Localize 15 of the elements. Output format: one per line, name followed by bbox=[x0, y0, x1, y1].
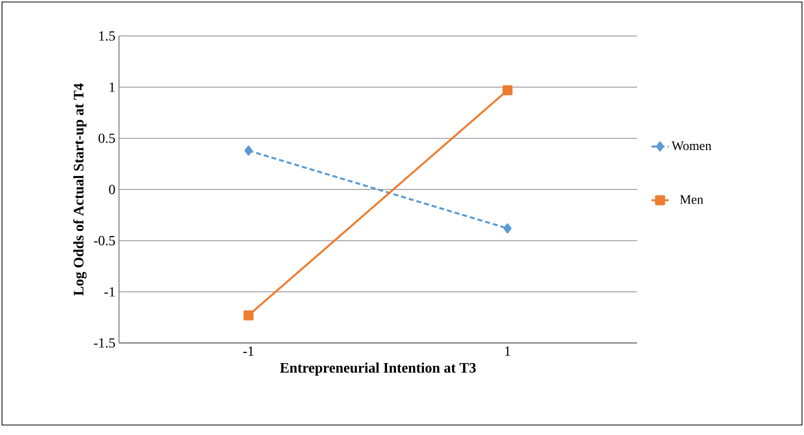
y-tick-label: -1.5 bbox=[94, 338, 115, 348]
y-tick-label: 0.5 bbox=[98, 134, 115, 144]
y-tick-label: 1.5 bbox=[99, 31, 115, 41]
y-tick-label: 1 bbox=[110, 82, 115, 92]
point bbox=[502, 85, 512, 96]
legend-label: Women bbox=[672, 141, 712, 150]
legend-label: Men bbox=[680, 195, 704, 204]
y-tick-label: 0 bbox=[109, 184, 115, 194]
point bbox=[244, 146, 252, 156]
y-tick-label: -0.5 bbox=[94, 236, 115, 246]
point bbox=[244, 310, 254, 320]
x-axis-title: Entrepreneurial Intention at T3 bbox=[280, 362, 476, 376]
y-tick-label: -1 bbox=[104, 287, 115, 296]
point bbox=[504, 223, 512, 234]
y-axis-title: Log Odds of Actual Start-up at T4 bbox=[73, 83, 87, 296]
